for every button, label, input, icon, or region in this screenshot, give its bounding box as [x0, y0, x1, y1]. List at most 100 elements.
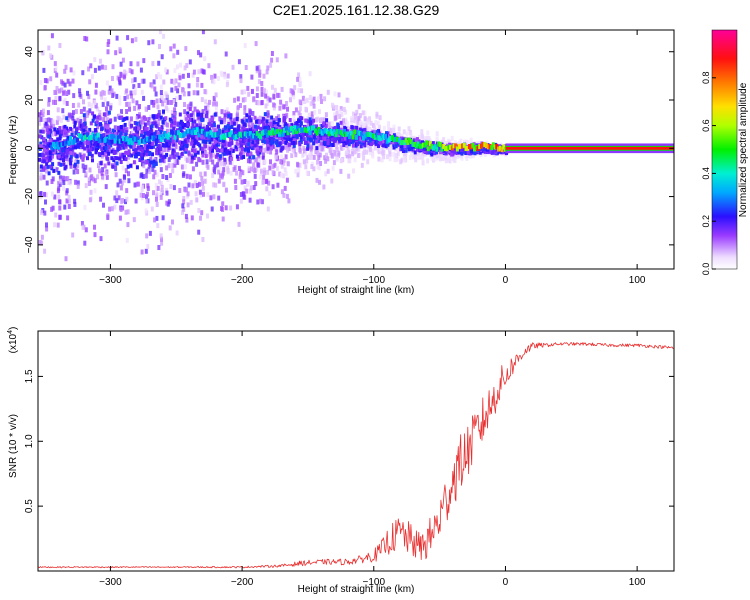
spectrogram-cell	[49, 53, 53, 59]
spectrogram-cell	[121, 118, 125, 122]
spectrogram-cell	[439, 149, 442, 154]
spectrogram-ridge-cell	[118, 138, 122, 144]
spectrogram-cell	[95, 148, 98, 153]
spectrogram-cell	[113, 161, 117, 167]
spectrogram-cell	[403, 152, 407, 158]
spectrogram-cell	[49, 164, 53, 169]
spectrogram-cell	[123, 127, 127, 133]
spectrogram-ridge-cell	[231, 134, 235, 140]
spectrogram-cell	[148, 169, 152, 175]
spectrogram-cell	[73, 152, 77, 157]
spectrogram-cell	[275, 57, 279, 63]
spectrogram-ridge-cell	[146, 136, 150, 142]
spectrogram-cell	[145, 160, 149, 165]
spectrogram-cell	[310, 114, 314, 120]
spectrogram-cell	[146, 244, 150, 249]
spectrogram-cell	[317, 139, 321, 143]
spectrogram-cell	[53, 61, 57, 67]
spectrogram-cell	[122, 124, 126, 130]
spectrogram-cell	[308, 117, 312, 122]
spectrogram-cell	[158, 30, 162, 35]
spectrogram-cell	[182, 206, 186, 212]
spectrogram-cell	[53, 222, 57, 228]
spectrogram-cell	[137, 83, 141, 88]
spectrogram-cell	[147, 117, 151, 122]
spectrogram-cell	[196, 150, 200, 155]
figure-title: C2E1.2025.161.12.38.G29	[273, 2, 440, 18]
spectrogram-cell	[368, 139, 372, 144]
spectrogram-cell	[103, 163, 107, 169]
spectrogram-cell	[337, 92, 341, 98]
spectrogram-cell	[117, 146, 121, 151]
spectrogram-cell	[357, 104, 361, 110]
spectrogram-cell	[400, 133, 404, 139]
spectrogram-cell	[141, 174, 145, 179]
spectrogram-cell	[158, 160, 162, 166]
spectrogram-cell	[204, 99, 208, 105]
spectrogram-cell	[159, 192, 163, 197]
spectrogram-cell	[298, 99, 302, 105]
spectrogram-cell	[197, 50, 200, 56]
spectrogram-cell	[284, 140, 288, 145]
spectrogram-cell	[249, 151, 253, 156]
spectrogram-cell	[199, 122, 202, 128]
spectrogram-cell	[305, 170, 309, 176]
spectrogram-cell	[242, 122, 246, 127]
spectrogram-cell	[180, 130, 184, 135]
spectrogram-cell	[171, 113, 175, 119]
spectrogram-cell	[172, 142, 176, 147]
spectrogram-cell	[263, 112, 267, 117]
spectrogram-ridge-cell	[197, 132, 201, 138]
spectrogram-cell	[148, 140, 151, 145]
spectrogram-cell	[179, 143, 183, 148]
spectrogram-cell	[58, 43, 62, 48]
spectrogram-ridge-cell	[202, 130, 206, 136]
spectrogram-cell	[96, 174, 100, 180]
spectrogram-cell	[171, 139, 175, 144]
spectrogram-cell	[283, 167, 287, 173]
spectrogram-cell	[41, 152, 45, 157]
spectrogram-cell	[170, 110, 174, 115]
spectrogram-cell	[228, 159, 232, 165]
spectrogram-ridge-cell	[312, 125, 316, 131]
spectrogram-cell	[258, 69, 262, 75]
spectrogram-cell	[82, 128, 86, 133]
spectrogram-cell	[164, 121, 168, 127]
spectrogram-cell	[195, 136, 199, 140]
spectrogram-cell	[263, 159, 267, 165]
spectrogram-cell	[175, 134, 179, 139]
spectrogram-cell	[105, 129, 109, 134]
spectrogram-cell	[272, 117, 276, 123]
spectrogram-cell	[140, 116, 144, 122]
spectrogram-cell	[39, 141, 43, 146]
spectrogram-cell	[321, 136, 325, 141]
spectrogram-cell	[194, 191, 198, 197]
spectrogram-cell	[205, 114, 209, 119]
spectrogram-cell	[43, 210, 47, 216]
spectrogram-cell	[221, 142, 225, 147]
spectrogram-cell	[155, 115, 159, 119]
spectrogram-cell	[163, 147, 167, 153]
spectrogram-cell	[132, 144, 136, 149]
spectrogram-cell	[102, 117, 106, 123]
spectrogram-cell	[69, 126, 72, 131]
spectrogram-cell	[165, 69, 169, 75]
spectrogram-cell	[113, 204, 117, 210]
spectrogram-cell	[167, 157, 171, 163]
spectrogram-cell	[314, 148, 318, 154]
spectrogram-cell	[80, 154, 83, 160]
spectrogram-cell	[133, 105, 137, 111]
spectrogram-cell	[236, 125, 240, 130]
spectrogram-cell	[127, 116, 131, 122]
spectrogram-cell	[209, 150, 212, 155]
spectrogram-cell	[326, 141, 330, 146]
spectrogram-cell	[212, 101, 215, 107]
spectrogram-cell	[249, 142, 253, 147]
spectrogram-cell	[389, 142, 393, 148]
spectrogram-ridge-cell	[341, 131, 345, 137]
spectrogram-cell	[126, 164, 130, 169]
spectrogram-cell	[292, 94, 296, 100]
spectrogram-cell	[78, 116, 82, 122]
spectrogram-cell	[144, 106, 148, 112]
spectrogram-ridge-cell	[303, 127, 307, 133]
